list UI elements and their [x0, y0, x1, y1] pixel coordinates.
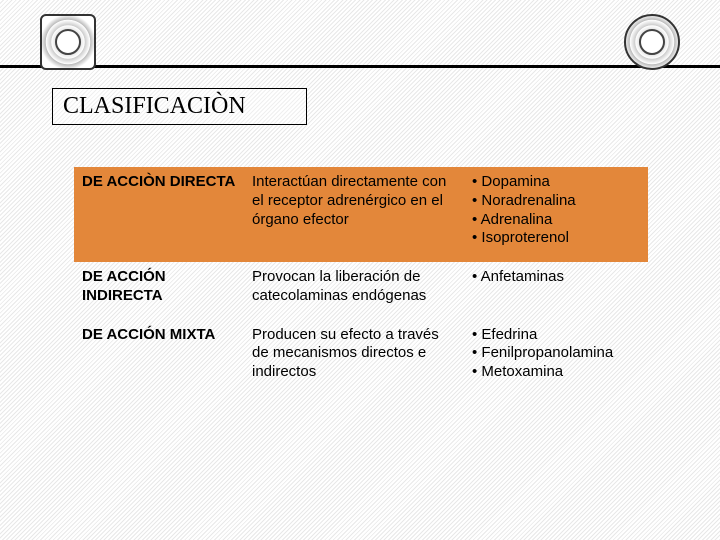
row-examples: Efedrina Fenilpropanolamina Metoxamina [464, 320, 648, 396]
row-examples: Anfetaminas [464, 262, 648, 320]
example-item: Isoproterenol [472, 229, 640, 248]
example-item: Fenilpropanolamina [472, 344, 640, 363]
row-label: DE ACCIÓN MIXTA [74, 320, 244, 396]
header-divider [0, 0, 720, 68]
example-item: Adrenalina [472, 211, 640, 230]
example-item: Anfetaminas [472, 268, 640, 287]
classification-table: DE ACCIÒN DIRECTAInteractúan directament… [74, 167, 648, 396]
table-row: DE ACCIÓN INDIRECTAProvocan la liberació… [74, 262, 648, 320]
seal-right-icon [624, 14, 680, 70]
example-item: Dopamina [472, 173, 640, 192]
example-item: Metoxamina [472, 363, 640, 382]
row-examples: Dopamina Noradrenalina Adrenalina Isopro… [464, 167, 648, 262]
table-row: DE ACCIÓN MIXTAProducen su efecto a trav… [74, 320, 648, 396]
example-item: Noradrenalina [472, 192, 640, 211]
row-description: Producen su efecto a través de mecanismo… [244, 320, 464, 396]
row-description: Provocan la liberación de catecolaminas … [244, 262, 464, 320]
row-label: DE ACCIÓN INDIRECTA [74, 262, 244, 320]
example-item: Efedrina [472, 326, 640, 345]
seal-left-icon [40, 14, 96, 70]
table-row: DE ACCIÒN DIRECTAInteractúan directament… [74, 167, 648, 262]
row-label: DE ACCIÒN DIRECTA [74, 167, 244, 262]
page-title: CLASIFICACIÒN [52, 88, 307, 125]
row-description: Interactúan directamente con el receptor… [244, 167, 464, 262]
